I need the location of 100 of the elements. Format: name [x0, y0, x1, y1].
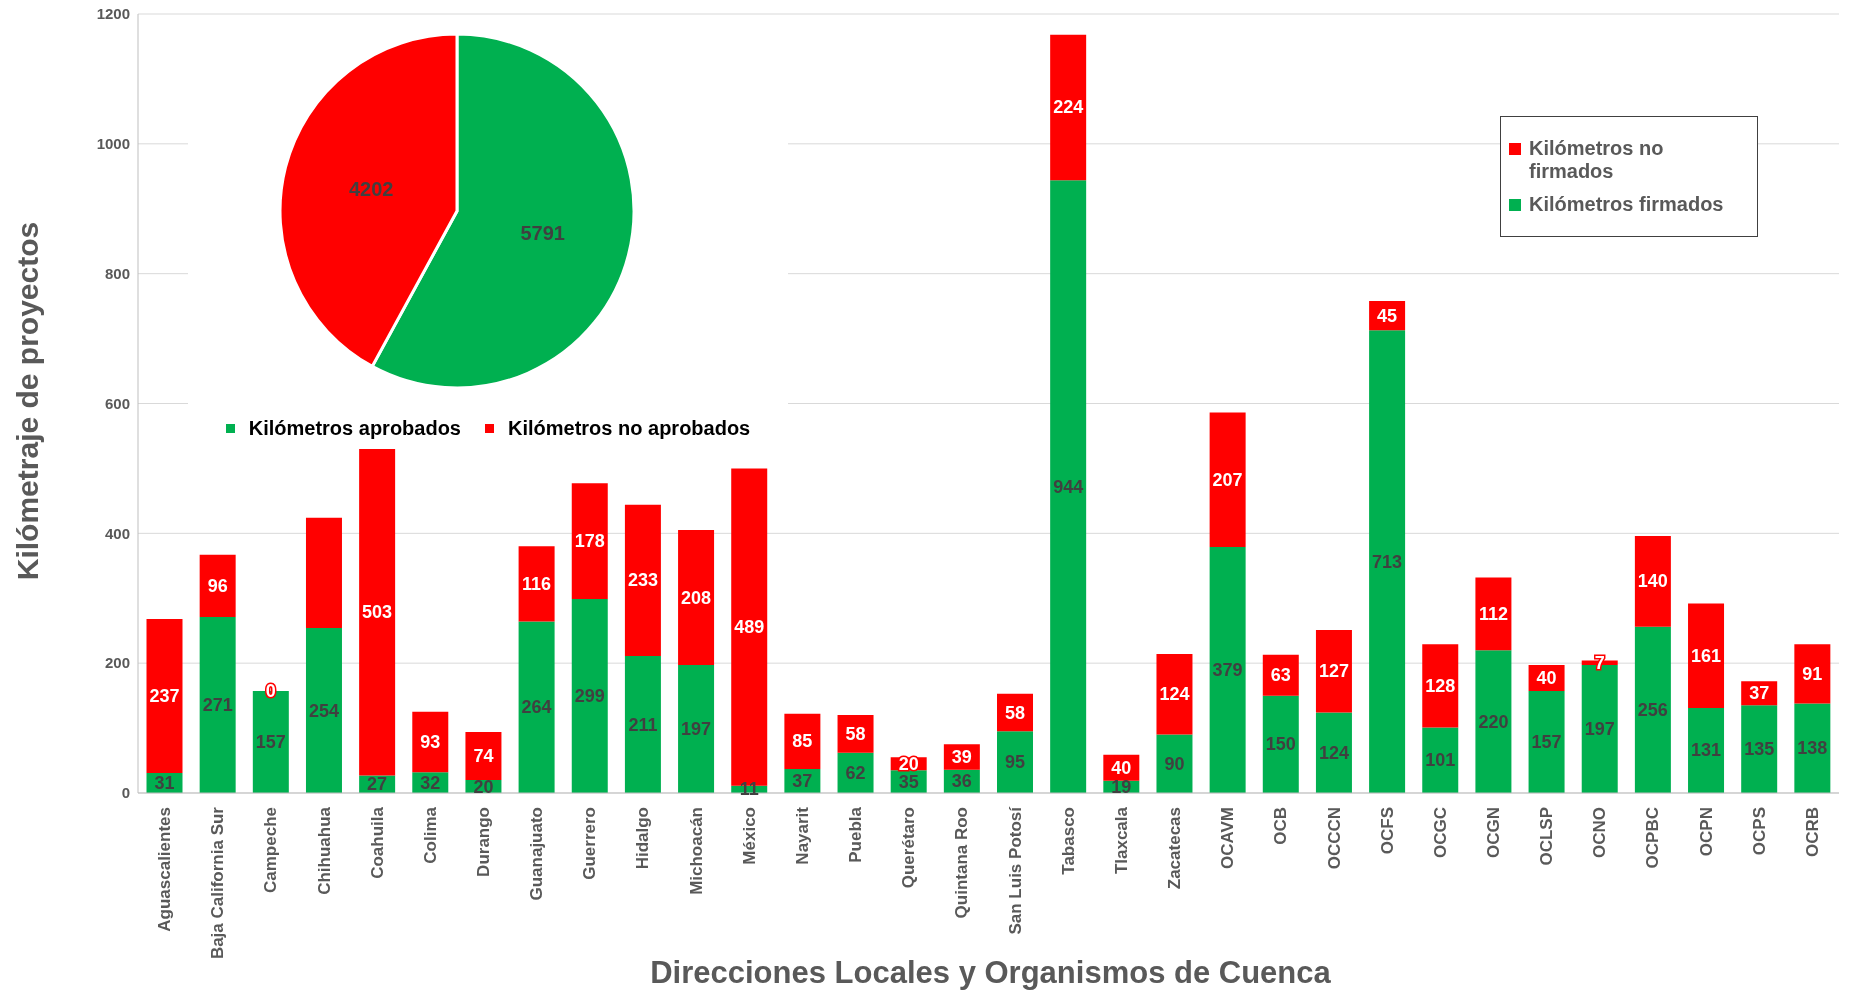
- data-label: 233: [627, 570, 658, 591]
- x-tick-label: Michoacán: [686, 807, 706, 895]
- data-label: 128: [1425, 675, 1456, 696]
- x-tick-label: OCPN: [1696, 807, 1716, 857]
- data-label: 489: [734, 617, 765, 638]
- x-tick-label: Baja California Sur: [208, 806, 228, 960]
- y-axis-title: Kilómetraje de proyectos: [11, 221, 45, 580]
- x-tick-label: Aguascalientes: [155, 807, 175, 932]
- bar: [1688, 707, 1725, 793]
- x-tick-label: Querétaro: [899, 807, 919, 889]
- bar: [1634, 626, 1671, 793]
- data-label: 208: [681, 587, 712, 608]
- bar: [146, 619, 183, 773]
- data-label: 124: [1318, 742, 1349, 763]
- data-label: 62: [845, 762, 866, 783]
- x-tick-label: México: [739, 807, 759, 865]
- data-label: 178: [574, 531, 605, 552]
- data-label: 63: [1270, 665, 1291, 686]
- bar: [1422, 727, 1459, 793]
- bar: [1050, 34, 1087, 181]
- bar: [1741, 705, 1778, 793]
- data-label: 58: [845, 723, 866, 744]
- bar: [678, 530, 715, 666]
- data-label: 254: [308, 700, 339, 721]
- bar: [359, 448, 396, 776]
- x-tick-label: OCB: [1271, 807, 1291, 845]
- data-label: 379: [1212, 659, 1243, 680]
- x-tick-label: Guerrero: [580, 807, 600, 880]
- x-tick-label: San Luis Potosí: [1005, 805, 1025, 935]
- data-label: 35: [898, 771, 919, 792]
- x-tick-label: OCGN: [1483, 807, 1503, 858]
- data-label: 37: [1749, 683, 1770, 704]
- data-label: 85: [792, 731, 813, 752]
- data-label: 74: [473, 746, 494, 766]
- legend-label: Kilómetros firmados: [1529, 193, 1724, 216]
- x-tick-label: OCAVM: [1218, 807, 1238, 870]
- bar: [997, 731, 1034, 793]
- data-label: 224: [1053, 97, 1084, 118]
- data-label: 90: [1164, 753, 1185, 774]
- data-label: 20: [473, 776, 494, 797]
- bar: [571, 598, 608, 793]
- x-tick-label: Zacatecas: [1165, 807, 1185, 890]
- data-label: 264: [521, 697, 552, 718]
- legend-label: Kilómetros aprobados: [248, 417, 461, 440]
- x-tick-label: Hidalgo: [633, 807, 653, 870]
- y-tick-label: 0: [121, 784, 130, 802]
- x-tick-label: OCNO: [1590, 807, 1610, 858]
- data-label: 31: [154, 772, 175, 793]
- x-tick-label: Quintana Roo: [952, 807, 972, 919]
- data-label: 220: [1478, 711, 1509, 732]
- data-label: 112: [1478, 603, 1508, 624]
- x-tick-label: OCFS: [1377, 807, 1397, 855]
- bar: [1369, 330, 1406, 793]
- data-label: 197: [1584, 719, 1615, 740]
- bar: [1475, 650, 1512, 793]
- data-label: 157: [1531, 732, 1562, 753]
- data-label: 131: [1691, 740, 1722, 761]
- bar: [624, 656, 661, 793]
- y-tick-label: 400: [104, 524, 130, 542]
- y-tick-label: 600: [104, 394, 130, 412]
- data-label: 299: [574, 685, 605, 706]
- y-tick-label: 1200: [96, 5, 130, 23]
- legend-label: Kilómetros no aprobados: [508, 417, 751, 440]
- data-label: 32: [420, 772, 441, 793]
- x-tick-label: OCGC: [1430, 807, 1450, 858]
- x-tick-label: Guanajuato: [527, 807, 547, 901]
- data-label: 40: [1536, 668, 1557, 689]
- data-label: 19: [1111, 776, 1132, 797]
- data-label: 157: [255, 732, 286, 753]
- y-tick-label: 800: [104, 264, 130, 282]
- x-tick-label: OCPS: [1749, 807, 1769, 856]
- x-tick-label: Campeche: [261, 807, 281, 893]
- data-label: 138: [1797, 738, 1828, 759]
- data-label: 944: [1053, 476, 1084, 497]
- bar: [678, 665, 715, 793]
- data-label: 27: [367, 774, 388, 795]
- data-label: 713: [1372, 551, 1403, 572]
- y-tick-label: 200: [104, 654, 130, 672]
- data-label: 116: [522, 573, 552, 594]
- data-label: 127: [1318, 661, 1349, 682]
- x-tick-label: OCRB: [1802, 807, 1822, 858]
- data-label: 96: [207, 575, 228, 596]
- data-label: 93: [420, 732, 441, 753]
- bar: [1794, 703, 1831, 793]
- x-tick-label: OCLSP: [1537, 807, 1557, 866]
- bar: [1528, 691, 1565, 793]
- x-tick-label: OCPBC: [1643, 807, 1663, 869]
- data-label: 58: [1004, 702, 1026, 723]
- data-label: 37: [792, 770, 813, 791]
- data-label: 207: [1212, 469, 1243, 490]
- data-label: 161: [1691, 645, 1722, 666]
- data-label: 271: [202, 695, 233, 716]
- data-label: 237: [149, 685, 180, 706]
- data-label: 40: [1111, 757, 1132, 778]
- data-label: 211: [628, 714, 658, 735]
- bar: [1262, 695, 1299, 793]
- bar: [199, 617, 236, 793]
- bar: [624, 504, 661, 657]
- x-tick-label: Colima: [420, 806, 440, 864]
- data-label: 4202: [349, 178, 394, 201]
